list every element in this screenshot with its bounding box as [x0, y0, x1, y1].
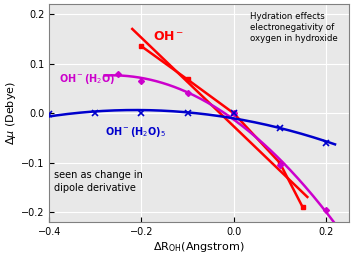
Text: OH$^-$(H$_2$O)$_5$: OH$^-$(H$_2$O)$_5$ — [104, 125, 166, 140]
Text: seen as change in
dipole derivative: seen as change in dipole derivative — [54, 170, 143, 192]
Y-axis label: $\Delta\mu$ (Debye): $\Delta\mu$ (Debye) — [4, 81, 18, 145]
Text: Hydration effects
electronegativity of
oxygen in hydroxide: Hydration effects electronegativity of o… — [250, 12, 337, 43]
X-axis label: $\Delta$R$_{\mathregular{OH}}$(Angstrom): $\Delta$R$_{\mathregular{OH}}$(Angstrom) — [153, 240, 245, 254]
Text: OH$^-$(H$_2$O): OH$^-$(H$_2$O) — [59, 72, 115, 86]
Text: OH$^-$: OH$^-$ — [153, 30, 184, 43]
